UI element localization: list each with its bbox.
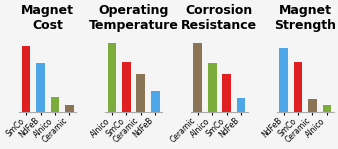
Bar: [222, 74, 231, 112]
Bar: [322, 105, 331, 112]
Title: Magnet
Strength: Magnet Strength: [274, 4, 336, 32]
Bar: [65, 105, 74, 112]
Bar: [308, 99, 317, 112]
Bar: [36, 63, 45, 112]
Title: Magnet
Cost: Magnet Cost: [21, 4, 74, 32]
Bar: [294, 62, 303, 112]
Bar: [208, 63, 217, 112]
Bar: [279, 48, 288, 112]
Title: Corrosion
Resistance: Corrosion Resistance: [182, 4, 258, 32]
Bar: [193, 43, 202, 112]
Bar: [51, 97, 59, 112]
Bar: [237, 98, 245, 112]
Bar: [107, 43, 116, 112]
Title: Operating
Temperature: Operating Temperature: [89, 4, 178, 32]
Bar: [137, 74, 145, 112]
Bar: [122, 62, 131, 112]
Bar: [151, 91, 160, 112]
Bar: [22, 46, 30, 112]
